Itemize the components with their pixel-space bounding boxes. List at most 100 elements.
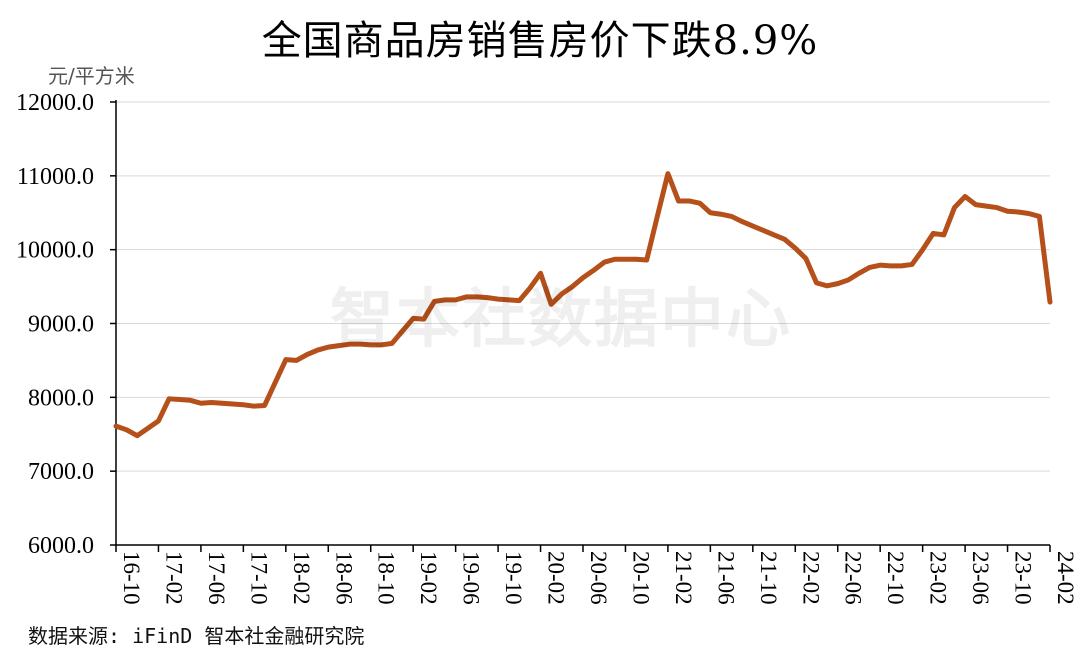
data-point [338,345,340,347]
data-point [593,269,595,271]
data-point [1038,215,1040,218]
data-point [975,204,977,206]
data-point [985,205,987,207]
data-point [359,343,361,345]
data-point [348,343,351,345]
data-point [582,277,584,279]
data-point [773,234,775,236]
data-point [868,266,871,268]
x-tick-label: 19-06 [459,551,484,605]
data-point [879,264,881,266]
data-point [900,265,903,267]
x-tick-label: 18-10 [374,551,399,605]
data-point [656,215,658,218]
data-point [295,359,298,362]
data-point [1006,210,1009,212]
data-point [179,398,181,401]
x-tick-label: 18-02 [289,551,314,605]
x-tick-label: 16-10 [119,551,144,605]
data-point [476,296,478,298]
data-point [953,206,956,209]
data-point [1028,212,1030,215]
data-point [826,285,828,287]
data-point [253,405,255,407]
data-point [911,263,913,266]
y-tick-label: 12000.0 [16,90,94,116]
data-point [465,296,467,298]
data-point [200,402,202,404]
data-point [232,403,234,405]
data-point [444,299,446,301]
data-point [126,429,128,431]
x-tick-label: 18-06 [331,551,356,605]
x-tick-label: 23-10 [1011,551,1036,605]
data-point [688,200,690,202]
data-point [996,206,998,209]
data-point [667,173,669,175]
data-point [890,265,892,267]
data-point [784,238,786,240]
data-point [285,359,287,361]
x-tick-label: 24-02 [1053,551,1078,605]
data-point [805,257,807,260]
data-point [529,287,531,289]
data-point [147,427,149,429]
data-point [858,272,860,274]
watermark-text: 智本社数据中心 [330,283,792,357]
data-point [486,297,489,299]
data-point [317,349,319,351]
data-point [699,202,701,204]
y-tick-label: 11000.0 [17,164,94,190]
data-point [433,300,436,302]
x-tick-label: 19-02 [416,551,441,605]
data-point [932,232,934,235]
x-tick-label: 22-06 [841,551,866,605]
x-tick-label: 23-06 [968,551,993,605]
x-tick-label: 21-10 [756,551,781,605]
data-point [306,353,308,356]
y-tick-label: 6000.0 [28,533,94,559]
x-tick-label: 20-02 [544,551,569,605]
data-point [624,258,627,260]
data-point [561,293,563,295]
data-point [327,346,329,348]
data-point [412,317,414,319]
data-point [497,298,499,300]
data-point [189,399,191,401]
data-point [943,234,945,236]
x-tick-label: 21-06 [713,551,738,605]
data-point [752,225,754,227]
x-tick-label: 17-02 [161,551,186,605]
data-point [635,258,637,260]
data-point [263,404,266,407]
data-point [168,398,170,400]
data-point [391,342,393,345]
data-point [115,425,117,427]
data-point [709,212,711,214]
data-point [720,213,722,215]
data-point [401,330,404,332]
data-point [815,282,818,284]
data-point [1049,301,1051,303]
x-tick-label: 17-06 [204,551,229,605]
y-tick-label: 7000.0 [28,459,94,485]
data-point [539,272,542,274]
x-tick-label: 20-10 [628,551,653,605]
x-tick-label: 19-10 [501,551,526,605]
data-point [837,283,839,285]
data-point [157,420,160,422]
chart-title: 全国商品房销售房价下跌8.9% [261,18,819,64]
data-source-note: 数据来源: iFinD 智本社金融研究院 [28,624,365,648]
data-point [1017,211,1019,213]
data-point [677,200,680,202]
data-point [210,401,213,404]
data-point [455,299,457,301]
x-tick-label: 22-10 [883,551,908,605]
x-tick-label: 23-02 [926,551,951,605]
data-point [508,299,510,301]
data-point [603,261,605,263]
data-point [550,303,552,305]
data-point [242,404,244,406]
data-point [762,229,765,232]
